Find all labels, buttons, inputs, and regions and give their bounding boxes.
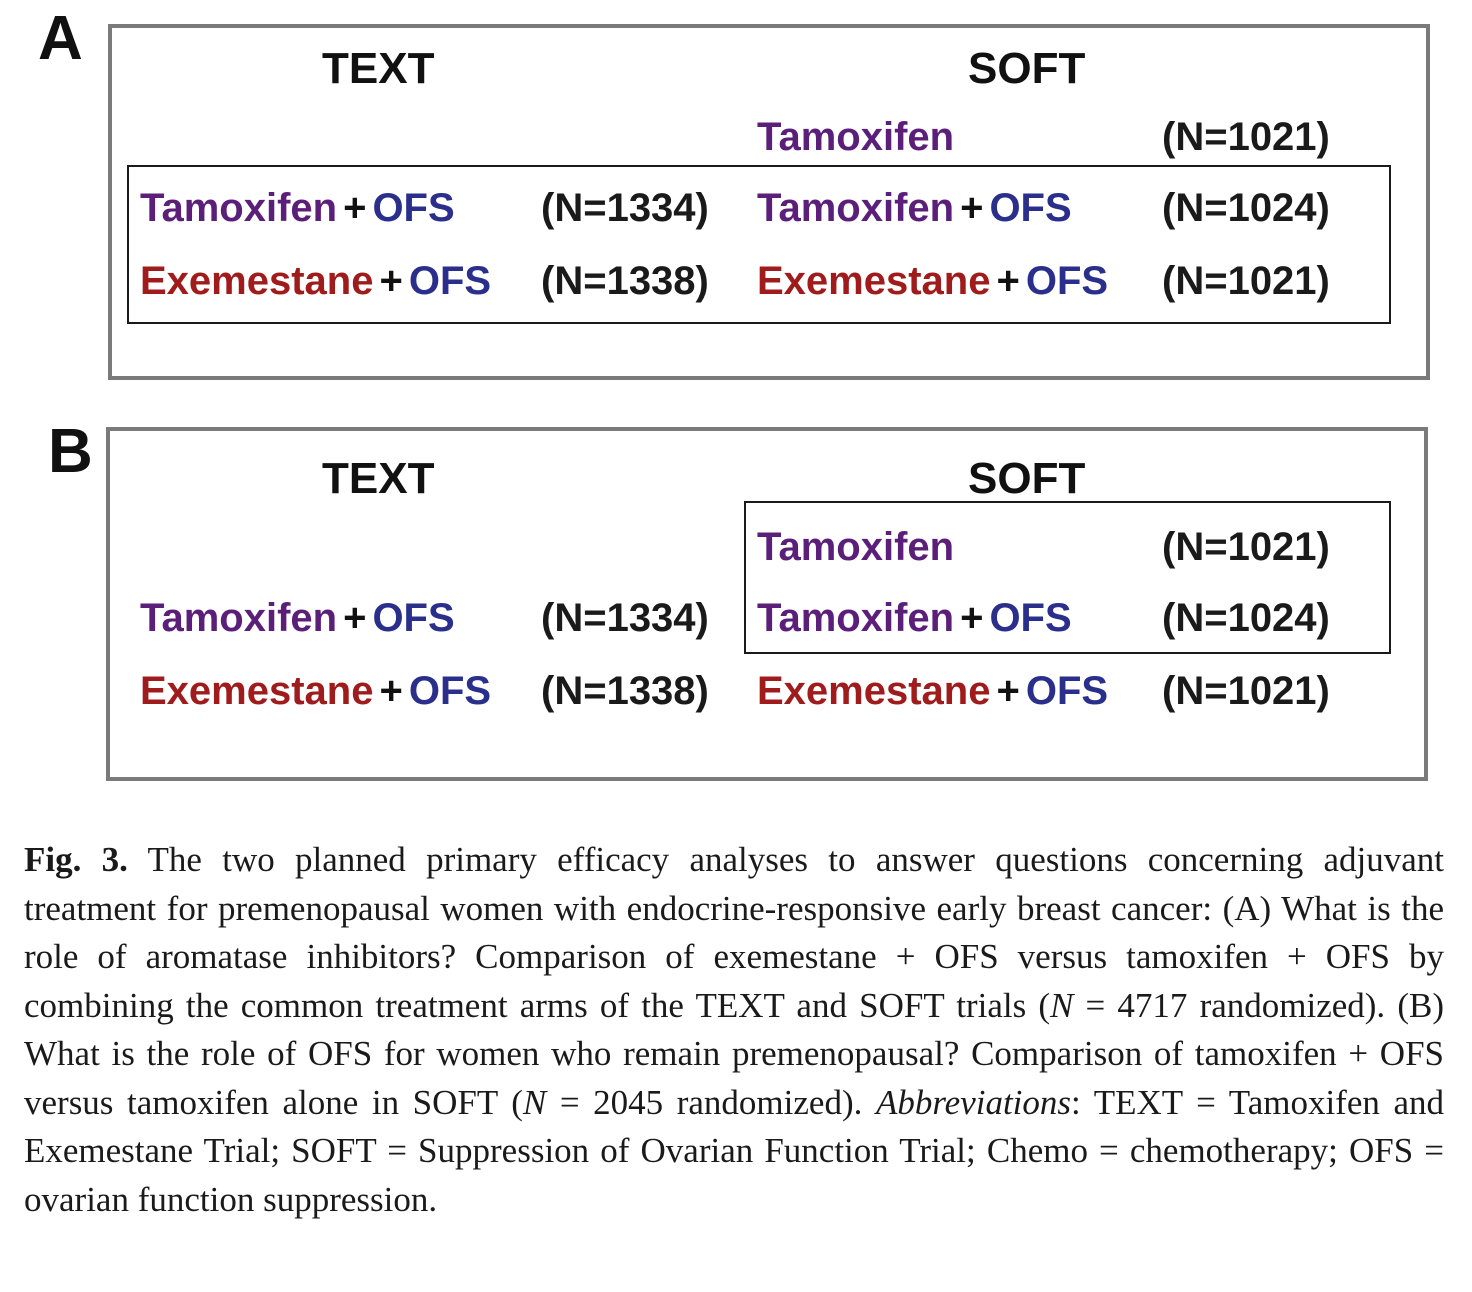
panel-b-soft-arm-tamoxifen: Tamoxifen	[757, 527, 954, 567]
caption-text: : TEXT = Tamoxifen and Exemestane Trial;…	[24, 1082, 1444, 1219]
ofs-label: OFS	[372, 186, 455, 230]
panel-b-soft-header: SOFT	[968, 454, 1086, 503]
ofs-label: OFS	[408, 259, 492, 303]
panel-a-text-n-exemestane-ofs: (N=1338)	[541, 259, 709, 303]
caption-abbreviations-label: Abbreviations	[875, 1082, 1072, 1122]
panel-b-text-header: TEXT	[322, 454, 435, 503]
drug-label: Exemestane	[140, 669, 374, 713]
ofs-label: OFS	[1025, 669, 1109, 713]
plus-sign: +	[960, 186, 984, 230]
caption-text: = 2045 randomized).	[546, 1082, 876, 1122]
panel-a-soft-header: SOFT	[968, 44, 1086, 93]
panel-b-comparison-box	[744, 501, 1391, 654]
panel-a-text-header: TEXT	[322, 44, 435, 93]
panel-b-text-arm-tamoxifen-ofs: Tamoxifen + OFS	[140, 598, 455, 638]
ofs-label: OFS	[408, 669, 492, 713]
panel-a-text-arm-exemestane-ofs: Exemestane + OFS	[140, 261, 491, 301]
plus-sign: +	[960, 596, 984, 640]
drug-label: Tamoxifen	[757, 525, 955, 569]
caption-text: The two planned primary efficacy analyse…	[24, 840, 1444, 1025]
panel-a-text-arm-tamoxifen-ofs: Tamoxifen + OFS	[140, 188, 455, 228]
caption-n-variable: N	[1050, 985, 1074, 1025]
caption-text: = 4717 randomized). (B) What is the role…	[24, 985, 1444, 1122]
panel-a-soft-arm-tamoxifen-ofs: Tamoxifen + OFS	[757, 188, 1072, 228]
panel-b-frame	[106, 427, 1428, 781]
panel-a-soft-arm-exemestane-ofs: Exemestane + OFS	[757, 261, 1108, 301]
panel-letter-b: B	[48, 417, 93, 486]
panel-letter-a: A	[38, 4, 83, 73]
figure-caption: Fig. 3. The two planned primary efficacy…	[24, 836, 1444, 1224]
panel-a-soft-n-tamoxifen: (N=1021)	[1162, 115, 1330, 159]
plus-sign: +	[996, 259, 1020, 303]
ofs-label: OFS	[1025, 259, 1109, 303]
ofs-label: OFS	[372, 596, 455, 640]
caption-n-variable: N	[522, 1082, 547, 1122]
panel-b-text-arm-exemestane-ofs: Exemestane + OFS	[140, 671, 491, 711]
panel-a-text-n-tamoxifen-ofs: (N=1334)	[541, 186, 709, 230]
panel-a-soft-n-tamoxifen-ofs: (N=1024)	[1162, 186, 1330, 230]
panel-b-soft-n-tamoxifen-ofs: (N=1024)	[1162, 596, 1330, 640]
figure-label: Fig. 3.	[24, 840, 128, 879]
drug-label: Tamoxifen	[757, 115, 955, 159]
drug-label: Tamoxifen	[140, 596, 338, 640]
panel-a-soft-arm-tamoxifen: Tamoxifen	[757, 117, 954, 157]
drug-label: Exemestane	[757, 259, 991, 303]
panel-b-soft-arm-tamoxifen-ofs: Tamoxifen + OFS	[757, 598, 1072, 638]
panel-b-text-n-exemestane-ofs: (N=1338)	[541, 669, 709, 713]
panel-b-soft-n-exemestane-ofs: (N=1021)	[1162, 669, 1330, 713]
panel-b-soft-n-tamoxifen: (N=1021)	[1162, 525, 1330, 569]
plus-sign: +	[343, 186, 367, 230]
panel-a-comparison-box	[127, 165, 1391, 324]
drug-label: Exemestane	[757, 669, 991, 713]
drug-label: Tamoxifen	[757, 186, 955, 230]
panel-a-soft-n-exemestane-ofs: (N=1021)	[1162, 259, 1330, 303]
panel-b-text-n-tamoxifen-ofs: (N=1334)	[541, 596, 709, 640]
drug-label: Exemestane	[140, 259, 374, 303]
ofs-label: OFS	[989, 186, 1072, 230]
plus-sign: +	[379, 259, 403, 303]
panel-a-frame	[108, 24, 1430, 380]
plus-sign: +	[996, 669, 1020, 713]
plus-sign: +	[379, 669, 403, 713]
panel-b-soft-arm-exemestane-ofs: Exemestane + OFS	[757, 671, 1108, 711]
ofs-label: OFS	[989, 596, 1072, 640]
drug-label: Tamoxifen	[140, 186, 338, 230]
plus-sign: +	[343, 596, 367, 640]
drug-label: Tamoxifen	[757, 596, 955, 640]
